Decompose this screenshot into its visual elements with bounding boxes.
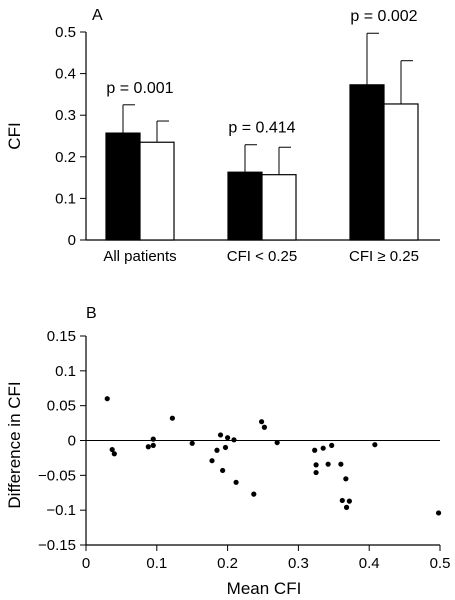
panel-b-data-point [339,497,345,504]
panel-a-y-tick-label: 0.2 [55,149,76,166]
panel-a-y-tick-label: 0.3 [55,107,76,124]
panel-b-y-tick-label: 0 [68,433,76,450]
panel-b-x-axis-title: Mean CFI [227,579,302,598]
panel-b-data-point [150,436,156,442]
panel-a-y-tick-label: 0.1 [55,190,76,207]
panel-b-y-tick-label: 0.1 [55,363,76,380]
panel-b-data-point [233,479,239,485]
panel-a-p-value: p = 0.414 [228,120,295,137]
panel-a-bar [383,103,419,241]
panel-a-y-tick-label: 0.5 [55,24,76,41]
panel-b-data-point [343,504,350,510]
panel-a-p-value: p = 0.001 [106,80,173,97]
panel-b-x-tick-label: 0 [82,555,90,572]
panel-b-data-point [435,510,442,516]
panel-b-data-point [320,445,326,451]
panel-a-bar-chart: A CFI 0 0.1 0.2 0.3 0.4 0.5 All patients p = 0.… [5,7,440,265]
panel-b-data-point [150,442,156,448]
panel-b-data-point [313,469,319,476]
panel-a-bar [227,171,263,241]
panel-a-bar [139,141,175,241]
panel-b-data-point [338,461,344,467]
panel-b-y-tick-label: −0.1 [46,502,76,519]
panel-a-bar [349,84,385,241]
panel-b-data-point [169,415,175,421]
panel-b-data-point [225,435,231,441]
panel-a-bar [105,132,141,241]
panel-b-data-point [209,458,215,464]
panel-b-scatter-plot: B Difference in CFI Mean CFI 0.15 0.1 0.05… [5,305,450,598]
panel-a-y-tick-label: 0.4 [55,66,76,83]
panel-b-data-point [372,442,378,448]
panel-a-bar [261,174,297,241]
panel-a-y-axis-title: CFI [5,122,24,149]
panel-a-p-value: p = 0.002 [350,8,417,25]
panel-b-data-point [258,419,265,425]
panel-b-data-point [274,439,280,446]
panel-b-x-tick-label: 0.2 [217,555,238,572]
panel-b-x-tick-label: 0.1 [146,555,167,572]
panel-b-data-point [313,462,319,468]
panel-b-data-point [251,491,257,497]
panel-b-x-tick-label: 0.3 [288,555,309,572]
panel-b-data-point [346,498,352,504]
panel-b-data-point [261,424,268,430]
panel-b-data-point [312,447,318,453]
panel-b-x-tick-label: 0.4 [359,555,380,572]
panel-b-y-tick-label: −0.05 [38,467,76,484]
panel-b-data-point [325,461,331,467]
panel-b-data-point [109,446,115,453]
panel-a-category-label: CFI < 0.25 [227,248,297,265]
panel-b-y-tick-label: 0.05 [47,398,76,415]
panel-a-category-label: All patients [103,248,176,265]
panel-b-data-point [329,442,335,448]
panel-a-y-tick-label: 0 [68,232,76,249]
panel-b-y-axis-title: Difference in CFI [5,381,24,508]
panel-a-category-label: CFI ≥ 0.25 [349,248,419,265]
panel-a-letter: A [92,7,103,24]
panel-b-data-point [231,437,237,443]
panel-b-data-point [189,440,195,446]
panel-b-data-point [104,396,110,402]
panel-b-x-tick-label: 0.5 [430,555,451,572]
panel-b-data-point [217,432,224,438]
panel-b-letter: B [86,305,97,322]
panel-b-data-point [214,447,220,453]
panel-b-data-point [145,444,151,450]
panel-b-data-point [343,476,349,482]
panel-b-data-point [222,444,229,451]
panel-b-y-tick-label: 0.15 [47,328,76,345]
panel-b-y-tick-label: −0.15 [38,537,76,554]
panel-b-data-point [111,451,117,457]
panel-b-data-point [220,467,226,474]
